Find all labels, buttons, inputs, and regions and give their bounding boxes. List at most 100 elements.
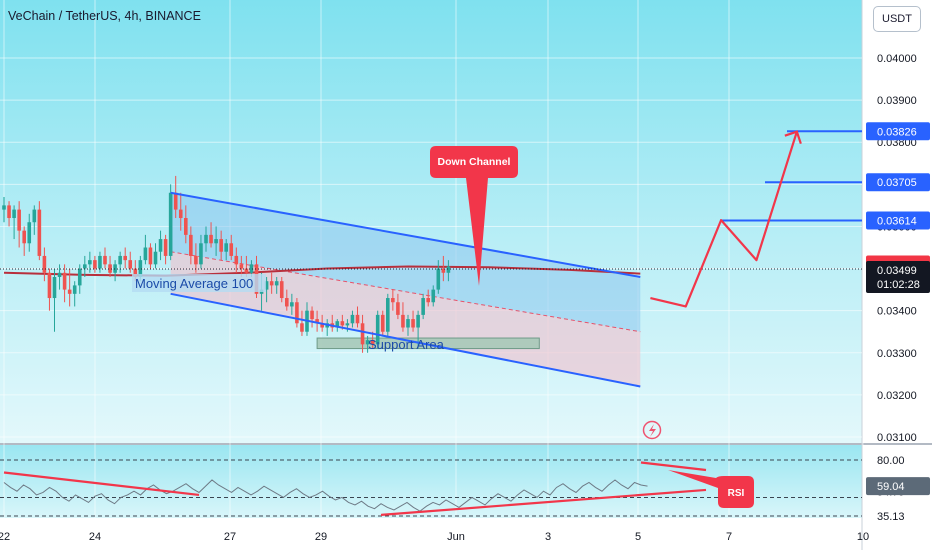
time-tick-label: 3 bbox=[545, 531, 551, 543]
annotations: Down Channel Moving Average 100 Support Ar… bbox=[132, 146, 754, 508]
candle-body bbox=[300, 323, 304, 332]
candle-body bbox=[184, 218, 188, 235]
rsi-trendline bbox=[640, 461, 707, 472]
candle-body bbox=[52, 276, 57, 299]
candle-body bbox=[138, 260, 143, 277]
candle-body bbox=[365, 340, 370, 345]
candle-body bbox=[189, 234, 193, 256]
time-axis-background bbox=[0, 518, 862, 550]
candle-body bbox=[285, 298, 289, 307]
candle-body bbox=[47, 272, 52, 299]
candle-body bbox=[315, 319, 319, 324]
candle-body bbox=[168, 192, 173, 256]
candle-body bbox=[98, 255, 102, 269]
candle-body bbox=[163, 239, 168, 256]
candle-body bbox=[401, 314, 405, 328]
candle-body bbox=[386, 298, 390, 332]
candle-body bbox=[436, 268, 441, 290]
candle-body bbox=[229, 243, 234, 256]
time-tick-label: 24 bbox=[89, 531, 101, 543]
candle-body bbox=[411, 319, 415, 328]
candle-body bbox=[274, 281, 279, 286]
candle-body bbox=[158, 239, 163, 252]
candle-body bbox=[360, 323, 365, 345]
down-channel-label: Down Channel bbox=[438, 156, 511, 168]
candle-body bbox=[22, 230, 26, 244]
candle-body bbox=[32, 209, 37, 223]
candle-body bbox=[173, 192, 178, 210]
candle-body bbox=[396, 302, 400, 315]
candle-body bbox=[290, 302, 294, 307]
candle-body bbox=[239, 264, 244, 269]
rsi-trendline bbox=[380, 488, 707, 517]
candle-body bbox=[93, 260, 97, 269]
rsi-value-tag: 59.04 bbox=[877, 481, 905, 493]
candle-body bbox=[234, 255, 239, 265]
rsi-callout bbox=[668, 470, 754, 508]
chart-title: VeChain / TetherUS, 4h, BINANCE bbox=[8, 9, 201, 23]
price-tick-label: 0.03400 bbox=[877, 306, 917, 318]
price-pane-background bbox=[0, 0, 862, 443]
target-price-tag: 0.03826 bbox=[877, 126, 917, 138]
candle-body bbox=[320, 323, 324, 328]
candle-body bbox=[72, 285, 77, 294]
rsi-line bbox=[3, 479, 648, 512]
candle-body bbox=[143, 247, 148, 261]
rsi-tick-label: 80.00 bbox=[877, 455, 905, 467]
price-tick-label: 0.04000 bbox=[877, 53, 917, 65]
projection-arrowhead bbox=[784, 130, 802, 145]
candle-body bbox=[108, 264, 112, 273]
target-price-tag-background bbox=[866, 173, 930, 192]
candle-body bbox=[17, 209, 21, 231]
candle-body bbox=[264, 281, 269, 290]
candle-body bbox=[446, 266, 451, 273]
axes: 0.040000.039000.038000.037000.036000.035… bbox=[0, 53, 930, 543]
candle-body bbox=[416, 314, 420, 328]
candle-body bbox=[426, 298, 430, 303]
candle-body bbox=[153, 251, 158, 265]
price-tick-label: 0.03100 bbox=[877, 432, 917, 444]
candle-body bbox=[340, 321, 345, 326]
candle-body bbox=[7, 205, 11, 219]
time-tick-label: 5 bbox=[635, 531, 641, 543]
time-tick-label: 29 bbox=[315, 531, 327, 543]
time-tick-label: 27 bbox=[224, 531, 236, 543]
channel-upper-line bbox=[170, 191, 641, 278]
target-price-tag: 0.03705 bbox=[877, 177, 917, 189]
candle-body bbox=[77, 268, 82, 286]
candle-body bbox=[103, 255, 107, 265]
candle-body bbox=[375, 314, 380, 345]
target-price-tag: 0.03614 bbox=[877, 216, 917, 228]
candle-body bbox=[355, 314, 360, 324]
rsi-callout-label: RSI bbox=[728, 488, 745, 499]
candle-body bbox=[214, 239, 218, 244]
candle-body bbox=[391, 298, 395, 303]
support-area-box bbox=[316, 337, 540, 350]
target-price-tag-background bbox=[866, 122, 930, 141]
candle-body bbox=[421, 298, 425, 315]
currency-button[interactable]: USDT bbox=[873, 6, 921, 32]
target-price-tag-background bbox=[866, 211, 930, 230]
current-price-tag: 0.03499 bbox=[877, 265, 917, 277]
candle-body bbox=[148, 247, 153, 265]
candle-body bbox=[224, 243, 228, 252]
candle-body bbox=[431, 289, 436, 303]
candle-body bbox=[123, 255, 127, 261]
candle-body bbox=[12, 209, 16, 219]
candle-body bbox=[133, 268, 138, 277]
candle-body bbox=[406, 319, 410, 328]
candle-body bbox=[88, 260, 92, 265]
candle-body bbox=[194, 255, 198, 265]
candle-body bbox=[441, 268, 446, 273]
price-tick-label: 0.03900 bbox=[877, 95, 917, 107]
lightning-icon bbox=[642, 420, 662, 440]
candle-body bbox=[178, 209, 183, 219]
candle-body bbox=[113, 264, 117, 273]
candle-body bbox=[249, 264, 254, 273]
candle-body bbox=[128, 260, 133, 269]
candle-body bbox=[295, 302, 299, 324]
candle-body bbox=[204, 234, 208, 244]
candle-body bbox=[279, 281, 284, 299]
down-channel-callout bbox=[430, 146, 518, 286]
